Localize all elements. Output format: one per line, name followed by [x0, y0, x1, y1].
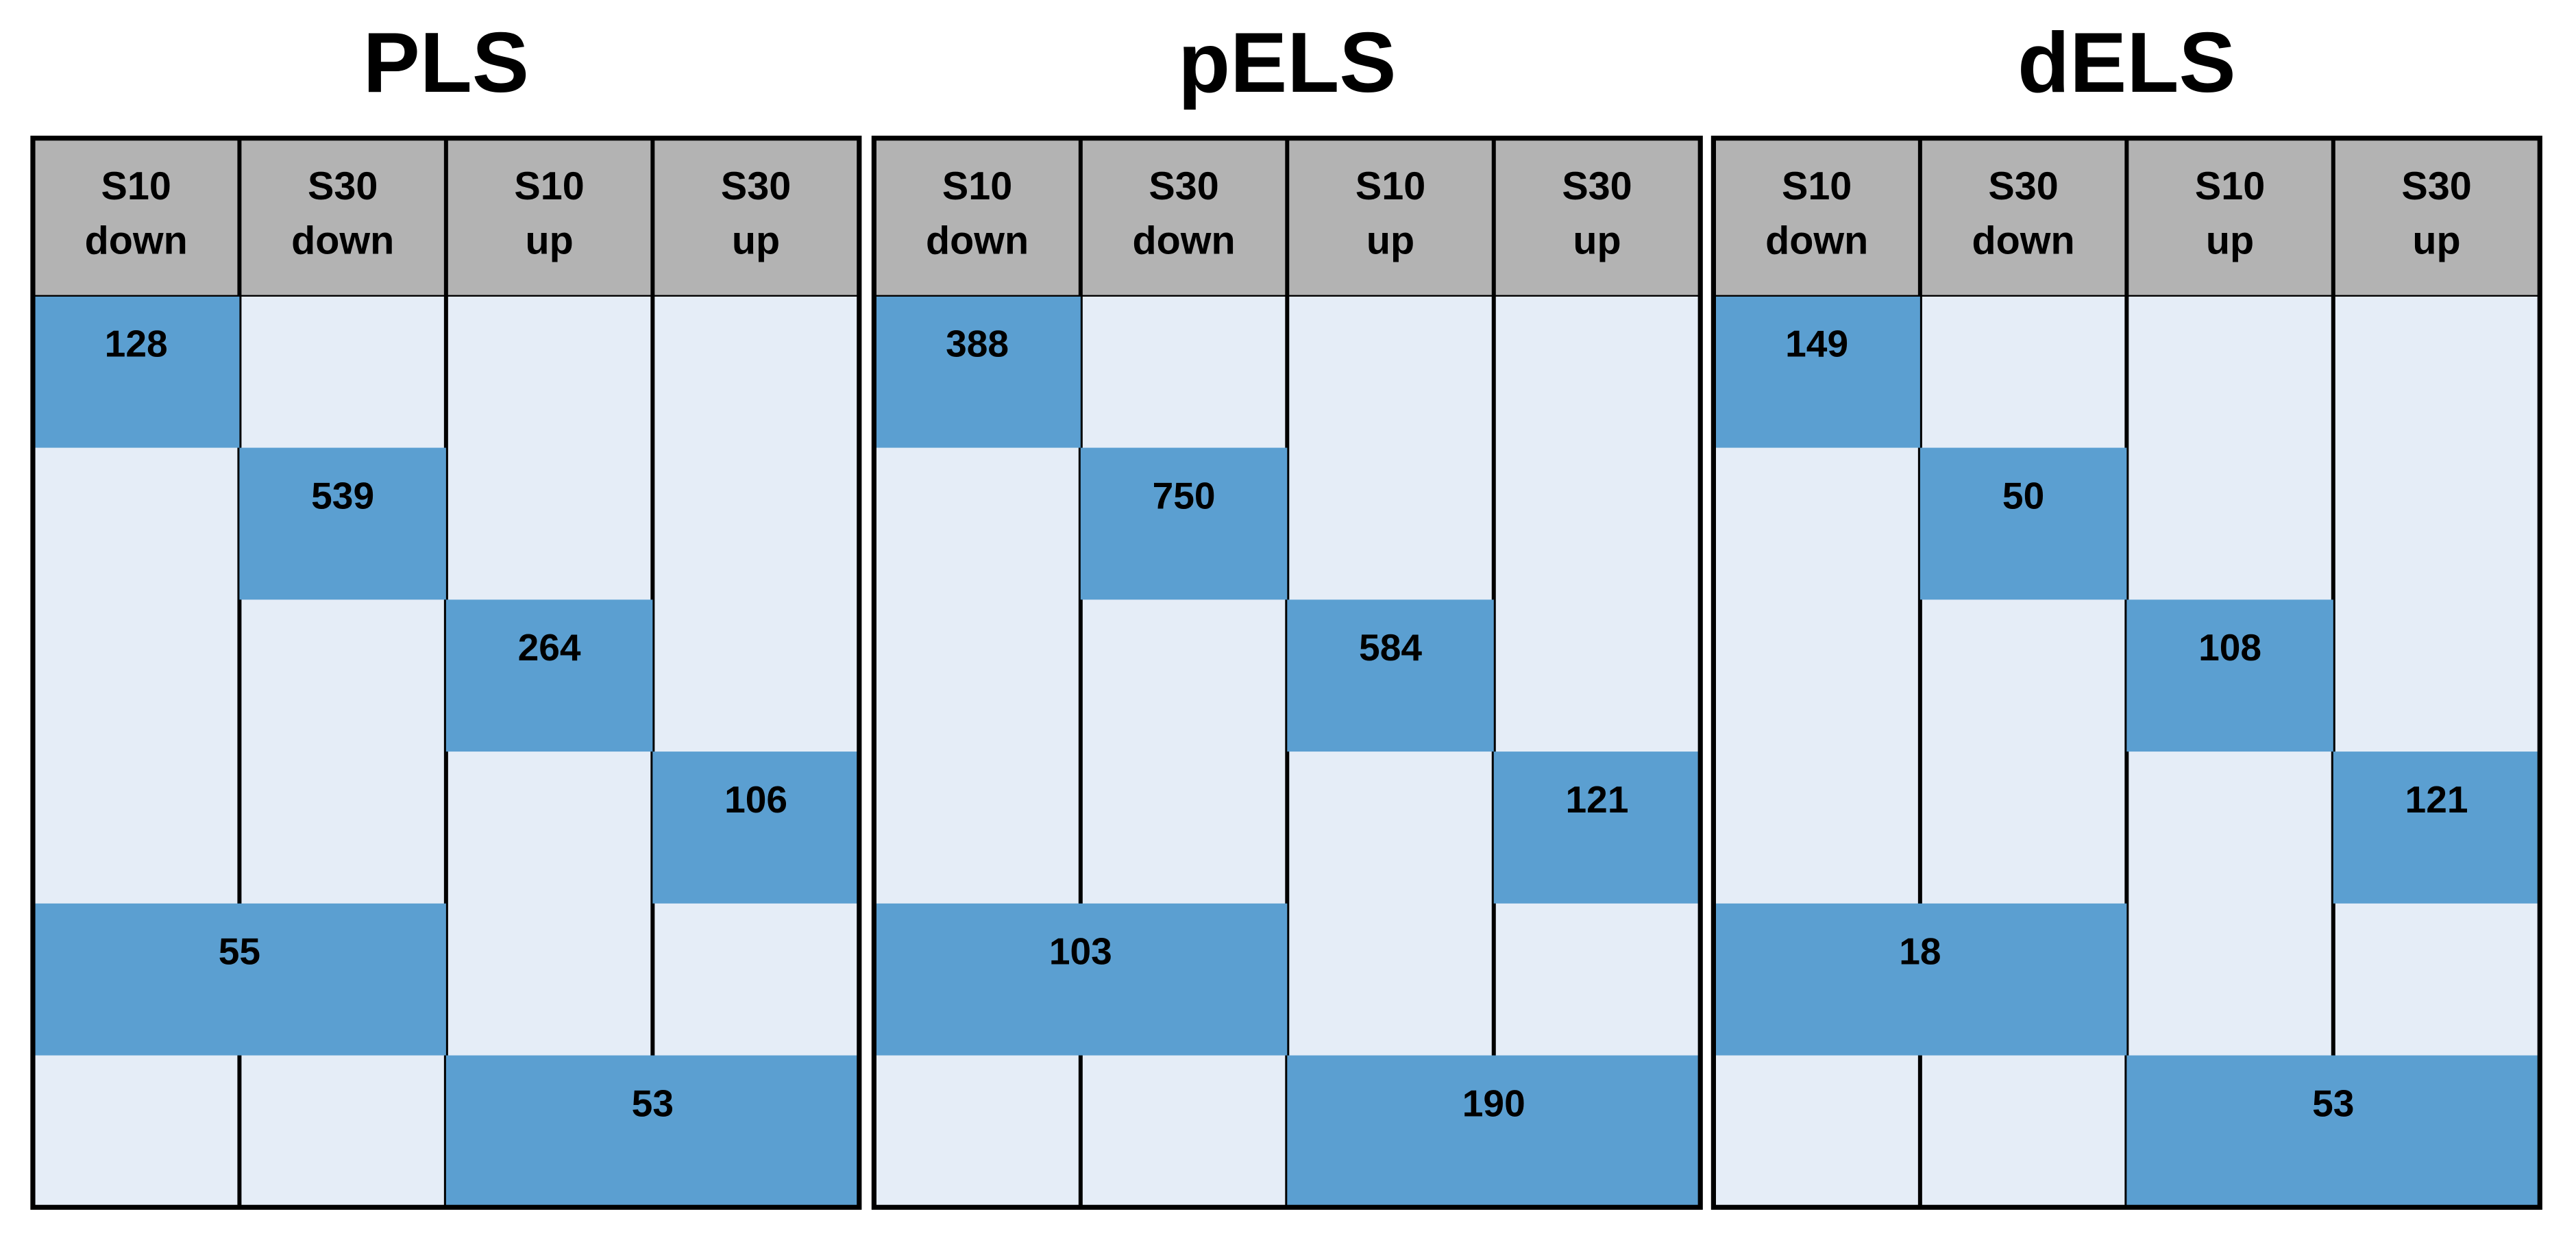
highlight-block: [1287, 1055, 1701, 1208]
highlight-block: [445, 599, 653, 752]
panel: PLS S10 down S30 down S10 up S30 up 128 539 264 106 5…: [30, 15, 862, 1210]
highlight-block: [32, 295, 240, 448]
highlight-block: [32, 903, 446, 1056]
count-label: 264: [518, 626, 581, 669]
count-label: 128: [105, 323, 168, 365]
highlight-block: [1919, 447, 2127, 600]
panel-border: [871, 136, 1703, 1210]
highlight-block: [239, 447, 446, 600]
column-header: S30: [721, 164, 791, 208]
panel-title: PLS: [363, 15, 529, 110]
count-label: 584: [1359, 626, 1422, 669]
column-header: S10: [1356, 164, 1425, 208]
count-label: 53: [632, 1082, 674, 1124]
highlight-block: [2126, 599, 2333, 752]
count-label: 53: [2312, 1082, 2354, 1124]
column-header: down: [1972, 219, 2075, 262]
column-header: up: [732, 219, 780, 262]
count-label: 149: [1785, 323, 1848, 365]
count-label: 539: [311, 474, 374, 517]
highlight-block: [445, 1055, 859, 1208]
column-header: S10: [514, 164, 584, 208]
column-header: up: [1573, 219, 1621, 262]
highlight-block: [1713, 295, 1920, 448]
column-header: S10: [942, 164, 1012, 208]
count-label: 388: [946, 323, 1009, 365]
count-label: 121: [1566, 778, 1629, 821]
highlight-block: [652, 752, 859, 904]
highlight-block: [1493, 752, 1701, 904]
column-header: S30: [1149, 164, 1218, 208]
column-header: S10: [1782, 164, 1852, 208]
column-header: down: [926, 219, 1029, 262]
highlight-block: [874, 903, 1288, 1056]
highlight-block: [2333, 752, 2540, 904]
panel-border: [30, 136, 862, 1210]
panel: dELS S10 down S30 down S10 up S30 up 149 50 108 121 1…: [1710, 15, 2542, 1210]
column-header: down: [85, 219, 188, 262]
count-label: 750: [1153, 474, 1216, 517]
panel-title: pELS: [1178, 15, 1397, 110]
count-label: 18: [1899, 930, 1941, 973]
column-header: down: [1765, 219, 1868, 262]
panel-title: dELS: [2017, 15, 2236, 110]
count-label: 55: [219, 930, 260, 973]
column-header: S30: [1988, 164, 2058, 208]
count-label: 106: [724, 778, 787, 821]
column-header: down: [1132, 219, 1235, 262]
column-header: S30: [1562, 164, 1632, 208]
column-header: up: [525, 219, 573, 262]
column-header: down: [291, 219, 394, 262]
column-header: S30: [2401, 164, 2471, 208]
column-header: up: [2412, 219, 2460, 262]
highlight-block: [1713, 903, 2127, 1056]
highlight-block: [874, 295, 1081, 448]
panel-border: [1710, 136, 2542, 1210]
column-header: S30: [308, 164, 378, 208]
panel: pELS S10 down S30 down S10 up S30 up 388 750 584 121…: [871, 15, 1703, 1210]
highlight-block: [1287, 599, 1494, 752]
highlight-block: [1080, 447, 1288, 600]
column-header: S10: [101, 164, 171, 208]
count-label: 50: [2002, 474, 2044, 517]
highlight-block: [2126, 1055, 2540, 1208]
column-header: S10: [2195, 164, 2265, 208]
column-header: up: [1366, 219, 1414, 262]
count-label: 121: [2405, 778, 2468, 821]
count-label: 108: [2198, 626, 2261, 669]
count-label: 190: [1462, 1082, 1525, 1124]
count-label: 103: [1049, 930, 1112, 973]
column-header: up: [2206, 219, 2254, 262]
